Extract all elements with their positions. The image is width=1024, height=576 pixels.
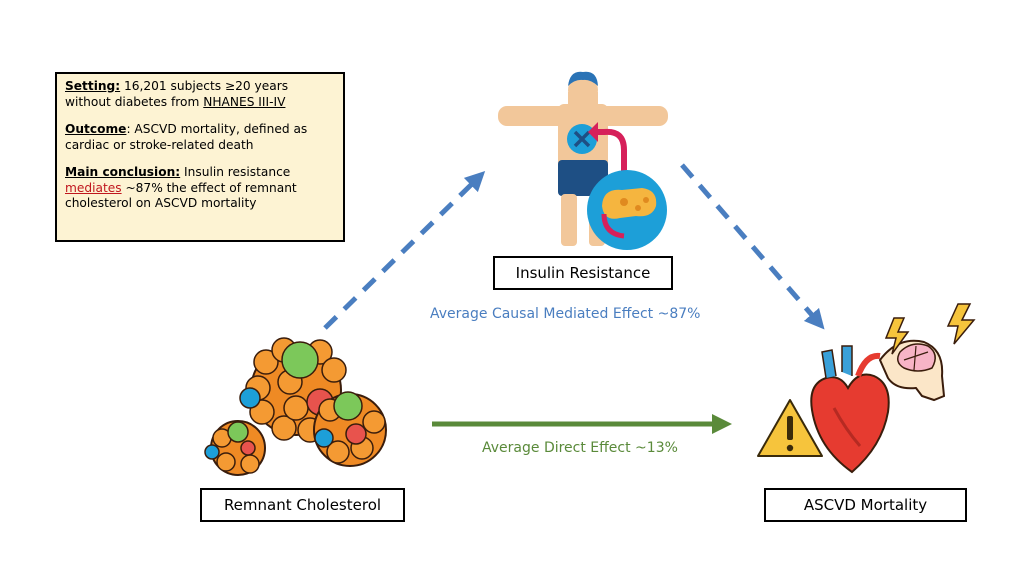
outcome-text: : ASCVD mortality, defined as cardiac or… (65, 122, 308, 152)
conclusion-highlight: mediates (65, 180, 122, 195)
setting-paragraph: Setting: 16,201 subjects ≥20 years witho… (65, 79, 335, 110)
study-summary-box: Setting: 16,201 subjects ≥20 years witho… (55, 72, 345, 242)
human-figure-pancreas-icon (498, 71, 668, 250)
outcome-label: Outcome (65, 122, 127, 136)
setting-source: NHANES III-IV (203, 94, 286, 109)
conclusion-label: Main conclusion: (65, 165, 181, 179)
arrow-remnant-to-insulin (323, 170, 486, 330)
outcome-paragraph: Outcome: ASCVD mortality, defined as car… (65, 122, 335, 153)
ascvd-mortality-label: ASCVD Mortality (764, 488, 967, 522)
conclusion-paragraph: Main conclusion: Insulin resistance medi… (65, 165, 335, 212)
remnant-cholesterol-label: Remnant Cholesterol (200, 488, 405, 522)
setting-label: Setting: (65, 79, 121, 93)
lipoprotein-cluster-icon (204, 337, 387, 476)
mediated-effect-label: Average Causal Mediated Effect ~87% (430, 306, 701, 322)
insulin-resistance-label: Insulin Resistance (493, 256, 673, 290)
conclusion-text-2: ~87% the effect of remnant cholesterol o… (65, 180, 297, 211)
direct-effect-label: Average Direct Effect ~13% (482, 440, 678, 456)
arrow-insulin-to-ascvd (680, 163, 825, 330)
conclusion-text-1: Insulin resistance (180, 165, 291, 179)
setting-text: 16,201 subjects ≥20 years without diabet… (65, 79, 289, 109)
heart-brain-warning-icon (757, 303, 976, 474)
